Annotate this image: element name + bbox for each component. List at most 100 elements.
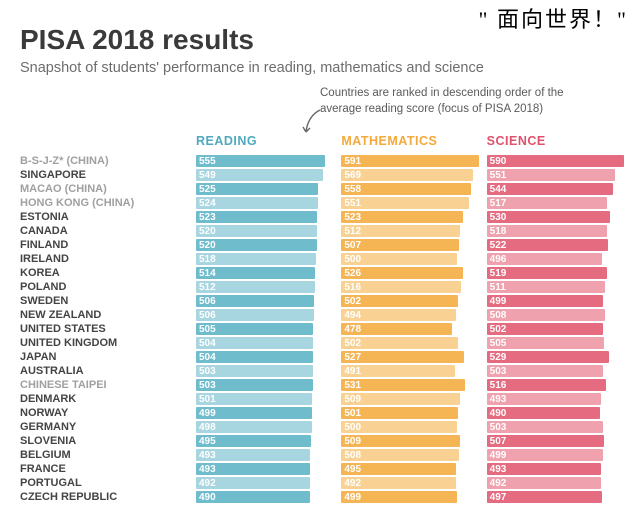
bar-cell-science: 551: [487, 168, 626, 182]
row-label: PORTUGAL: [20, 476, 190, 490]
bar-cell-reading: 504: [196, 336, 335, 350]
bar-cell-science: 519: [487, 266, 626, 280]
bar-cell-science: 499: [487, 294, 626, 308]
bar-cell-mathematics: 591: [341, 154, 480, 168]
bar-cell-science: 507: [487, 434, 626, 448]
bar-value: 512: [344, 224, 361, 238]
bar-cell-mathematics: 501: [341, 406, 480, 420]
row-label: DENMARK: [20, 392, 190, 406]
bar-value: 503: [490, 420, 507, 434]
bar-cell-reading: 520: [196, 224, 335, 238]
bar-value: 501: [199, 392, 216, 406]
bar-cell-mathematics: 494: [341, 308, 480, 322]
bar-value: 519: [490, 266, 507, 280]
row-label: UNITED KINGDOM: [20, 336, 190, 350]
bar-cell-science: 517: [487, 196, 626, 210]
bar-cell-reading: 555: [196, 154, 335, 168]
bar-value: 499: [490, 448, 507, 462]
bar-cell-reading: 524: [196, 196, 335, 210]
bar-cell-science: 503: [487, 364, 626, 378]
bar-cell-reading: 504: [196, 350, 335, 364]
bar-cell-reading: 495: [196, 434, 335, 448]
bar-value: 517: [490, 196, 507, 210]
bar-value: 492: [344, 476, 361, 490]
bar: [341, 169, 473, 181]
bar-value: 497: [490, 490, 507, 504]
bar-value: 530: [490, 210, 507, 224]
row-label: POLAND: [20, 280, 190, 294]
bar-cell-mathematics: 527: [341, 350, 480, 364]
bar-cell-reading: 520: [196, 238, 335, 252]
bar-cell-reading: 505: [196, 322, 335, 336]
row-label: ESTONIA: [20, 210, 190, 224]
bar-value: 506: [199, 294, 216, 308]
bar-value: 527: [344, 350, 361, 364]
bar-cell-reading: 503: [196, 364, 335, 378]
bar-value: 503: [199, 364, 216, 378]
row-label: B-S-J-Z* (CHINA): [20, 154, 190, 168]
bar-value: 520: [199, 238, 216, 252]
bar-value: 492: [490, 476, 507, 490]
row-label: FINLAND: [20, 238, 190, 252]
bar-cell-science: 516: [487, 378, 626, 392]
bar-cell-mathematics: 478: [341, 322, 480, 336]
bar-cell-reading: 498: [196, 420, 335, 434]
bar-cell-reading: 490: [196, 490, 335, 504]
bar-value: 506: [199, 308, 216, 322]
bar-value: 507: [490, 434, 507, 448]
bar-value: 502: [344, 336, 361, 350]
bar-cell-reading: 501: [196, 392, 335, 406]
bar-cell-mathematics: 551: [341, 196, 480, 210]
bar-cell-science: 522: [487, 238, 626, 252]
row-label: CANADA: [20, 224, 190, 238]
bar-cell-reading: 492: [196, 476, 335, 490]
bar-cell-reading: 512: [196, 280, 335, 294]
bar-value: 495: [199, 434, 216, 448]
bar-value: 501: [344, 406, 361, 420]
bar-cell-reading: 518: [196, 252, 335, 266]
row-label: FRANCE: [20, 462, 190, 476]
bar-cell-mathematics: 516: [341, 280, 480, 294]
bar-cell-science: 508: [487, 308, 626, 322]
bar-value: 590: [490, 154, 507, 168]
bar-value: 514: [199, 266, 216, 280]
bar-cell-reading: 523: [196, 210, 335, 224]
bar-value: 507: [344, 238, 361, 252]
row-label: CZECH REPUBLIC: [20, 490, 190, 504]
bar-value: 511: [490, 280, 506, 294]
bar-value: 503: [199, 378, 216, 392]
bar-value: 491: [344, 364, 361, 378]
data-table: READING MATHEMATICS SCIENCE B-S-J-Z* (CH…: [20, 134, 626, 504]
bar-value: 525: [199, 182, 216, 196]
bar-cell-science: 497: [487, 490, 626, 504]
chart-subtitle: Snapshot of students' performance in rea…: [20, 60, 626, 76]
bar-cell-mathematics: 502: [341, 336, 480, 350]
row-label: JAPAN: [20, 350, 190, 364]
bar-value: 518: [490, 224, 507, 238]
annotation-wrap: Countries are ranked in descending order…: [20, 86, 626, 134]
bar-cell-reading: 503: [196, 378, 335, 392]
bar-value: 494: [344, 308, 361, 322]
bar-value: 493: [490, 392, 507, 406]
row-label: SINGAPORE: [20, 168, 190, 182]
bar-cell-mathematics: 502: [341, 294, 480, 308]
bar-cell-science: 530: [487, 210, 626, 224]
bar-value: 503: [490, 364, 507, 378]
bar-cell-science: 492: [487, 476, 626, 490]
bar-cell-mathematics: 492: [341, 476, 480, 490]
bar-cell-mathematics: 495: [341, 462, 480, 476]
bar-cell-mathematics: 500: [341, 252, 480, 266]
bar-value: 518: [199, 252, 216, 266]
bar-value: 591: [344, 154, 361, 168]
bar-value: 529: [490, 350, 507, 364]
bar-value: 495: [344, 462, 361, 476]
bar-value: 508: [490, 308, 507, 322]
bar-cell-mathematics: 509: [341, 434, 480, 448]
row-label: CHINESE TAIPEI: [20, 378, 190, 392]
bar-value: 493: [199, 462, 216, 476]
bar-cell-mathematics: 508: [341, 448, 480, 462]
row-label: IRELAND: [20, 252, 190, 266]
bar-cell-reading: 506: [196, 308, 335, 322]
bar-cell-science: 499: [487, 448, 626, 462]
bar-value: 558: [344, 182, 361, 196]
